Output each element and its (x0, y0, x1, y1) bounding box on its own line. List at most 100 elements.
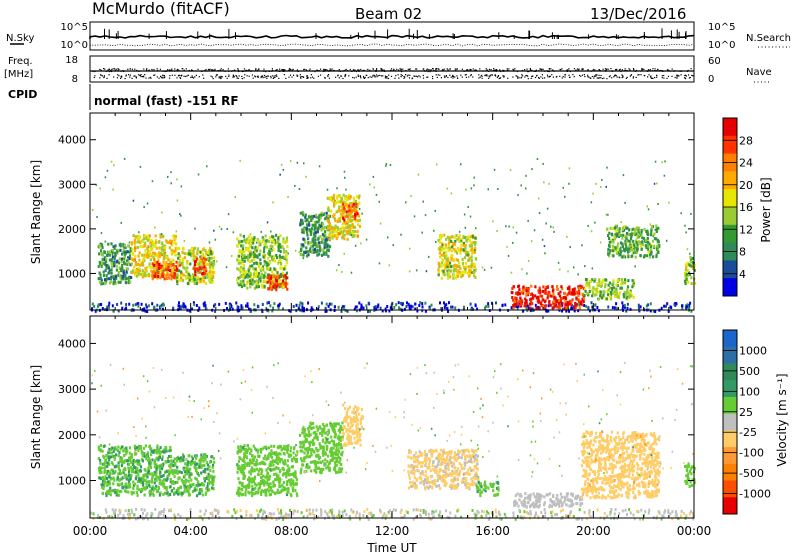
ground-scatter-cell (609, 510, 612, 514)
freq-point (134, 68, 136, 70)
echo-cell (445, 243, 448, 247)
scatter-cell (525, 174, 527, 177)
echo-cell (266, 280, 269, 284)
freq-point (245, 69, 247, 71)
freq-point (486, 69, 488, 71)
echo-cell (645, 244, 648, 248)
velocity-marks (90, 361, 696, 521)
ground-scatter-cell (471, 509, 474, 512)
echo-cell (263, 243, 266, 247)
ground-scatter-cell (329, 509, 332, 513)
freq-point (255, 68, 257, 70)
freq-point (453, 75, 455, 78)
echo-cell (327, 248, 330, 252)
colorbar-segment (723, 118, 737, 137)
ground-scatter-cell (692, 515, 695, 518)
echo-cell (612, 279, 615, 283)
freq-point (393, 69, 395, 71)
echo-cell (105, 477, 109, 480)
colorbar-tick-label: 12 (739, 223, 753, 236)
freq-point (288, 76, 290, 78)
echo-cell (336, 225, 339, 229)
ground-scatter-cell (405, 305, 408, 308)
ground-scatter-cell (325, 302, 328, 306)
echo-cell (618, 230, 621, 234)
ground-scatter-cell (204, 304, 207, 308)
ground-scatter-cell (308, 508, 311, 512)
echo-cell (247, 268, 250, 272)
freq-point (674, 76, 676, 79)
echo-cell (320, 221, 323, 225)
echo-cell (621, 245, 624, 249)
scatter-cell (287, 252, 289, 255)
echo-cell (328, 244, 331, 248)
freq-point (452, 75, 454, 77)
echo-cell (108, 250, 111, 254)
echo-cell (161, 272, 164, 276)
echo-cell (320, 240, 323, 244)
scatter-cell (475, 227, 477, 230)
echo-cell (209, 274, 212, 278)
scatter-cell (176, 178, 178, 181)
freq-point (615, 69, 617, 71)
echo-cell (456, 271, 459, 275)
echo-cell (282, 250, 286, 254)
ground-scatter-cell (635, 510, 638, 513)
freq-point (210, 75, 212, 77)
ground-scatter-cell (228, 304, 231, 308)
freq-point (140, 76, 142, 78)
ground-scatter-cell (572, 514, 575, 518)
ground-scatter-cell (681, 304, 684, 308)
echo-cell (247, 249, 250, 253)
ground-scatter-cell (675, 513, 678, 517)
echo-cell (608, 281, 612, 285)
freq-point (274, 75, 276, 77)
echo-cell (163, 253, 166, 257)
ground-scatter-cell (491, 301, 493, 305)
echo-cell (257, 285, 261, 289)
freq-point (205, 68, 207, 71)
echo-cell (169, 264, 172, 268)
freq-point (601, 77, 603, 80)
echo-cell (337, 232, 340, 235)
echo-cell (528, 302, 532, 306)
ground-scatter-cell (443, 301, 445, 305)
echo-cell (117, 273, 120, 277)
freq-point (678, 75, 680, 77)
echo-cell (625, 226, 628, 230)
echo-cell (154, 274, 157, 278)
ground-scatter-cell (320, 511, 323, 515)
scatter-cell (680, 212, 682, 215)
echo-cell (163, 277, 166, 281)
scatter-cell (424, 214, 427, 217)
freq-point (495, 69, 497, 71)
echo-cell (656, 244, 659, 248)
echo-cell (159, 251, 162, 255)
echo-cell (542, 285, 545, 289)
freq-point (614, 75, 616, 77)
ground-scatter-cell (129, 513, 132, 517)
ground-scatter-cell (522, 309, 525, 313)
ground-scatter-cell (670, 306, 673, 310)
freq-point (344, 69, 346, 71)
freq-point (559, 75, 561, 77)
scatter-cell (545, 222, 547, 225)
ground-scatter-cell (280, 511, 283, 515)
echo-cell (108, 253, 111, 257)
echo-cell (319, 235, 322, 239)
ground-scatter-cell (341, 510, 344, 514)
echo-cell (345, 196, 348, 200)
echo-cell (639, 254, 642, 257)
scatter-cell (160, 233, 163, 236)
echo-cell (146, 475, 149, 479)
echo-cell (628, 239, 631, 243)
echo-cell (285, 240, 288, 244)
freq-point (600, 77, 602, 79)
echo-cell (578, 292, 581, 296)
echo-cell (170, 241, 173, 245)
freq-point (461, 68, 463, 70)
echo-cell (176, 267, 179, 271)
freq-point (632, 68, 635, 70)
ground-scatter-cell (487, 304, 490, 308)
freq-point (129, 74, 131, 76)
